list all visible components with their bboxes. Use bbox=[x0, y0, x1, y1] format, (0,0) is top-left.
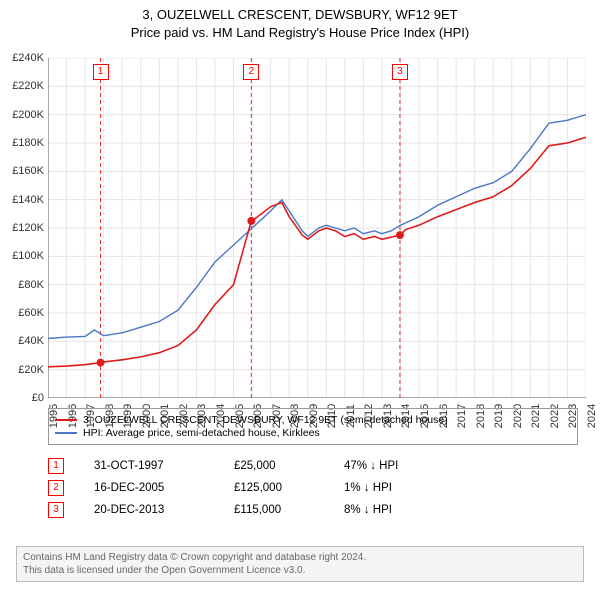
y-tick-label: £100K bbox=[12, 250, 44, 262]
y-tick-label: £220K bbox=[12, 80, 44, 92]
tx-price: £25,000 bbox=[234, 460, 314, 472]
tx-date: 16-DEC-2005 bbox=[94, 482, 204, 494]
legend-label: HPI: Average price, semi-detached house,… bbox=[83, 427, 320, 439]
title-line-2: Price paid vs. HM Land Registry's House … bbox=[0, 24, 600, 42]
table-row: 3 20-DEC-2013 £115,000 8% ↓ HPI bbox=[48, 502, 578, 518]
tx-hpi: 47% ↓ HPI bbox=[344, 460, 434, 472]
y-tick-label: £200K bbox=[12, 109, 44, 121]
y-tick-label: £120K bbox=[12, 222, 44, 234]
legend-swatch bbox=[55, 432, 77, 434]
footer-line-1: Contains HM Land Registry data © Crown c… bbox=[23, 551, 577, 564]
page: 3, OUZELWELL CRESCENT, DEWSBURY, WF12 9E… bbox=[0, 0, 600, 590]
legend-swatch bbox=[55, 419, 77, 421]
tx-date: 20-DEC-2013 bbox=[94, 504, 204, 516]
sale-marker-icon: 3 bbox=[48, 502, 64, 518]
chart: £0£20K£40K£60K£80K£100K£120K£140K£160K£1… bbox=[48, 58, 586, 398]
tx-hpi: 1% ↓ HPI bbox=[344, 482, 434, 494]
y-tick-label: £40K bbox=[18, 335, 44, 347]
sale-marker-icon: 3 bbox=[392, 64, 408, 80]
title-line-1: 3, OUZELWELL CRESCENT, DEWSBURY, WF12 9E… bbox=[0, 6, 600, 24]
tx-price: £115,000 bbox=[234, 504, 314, 516]
x-tick-label: 2024 bbox=[586, 404, 598, 428]
chart-svg bbox=[48, 58, 586, 398]
legend: 3, OUZELWELL CRESCENT, DEWSBURY, WF12 9E… bbox=[48, 408, 578, 445]
table-row: 2 16-DEC-2005 £125,000 1% ↓ HPI bbox=[48, 480, 578, 496]
footer-line-2: This data is licensed under the Open Gov… bbox=[23, 564, 577, 577]
sale-marker-icon: 2 bbox=[48, 480, 64, 496]
sale-marker-icon: 1 bbox=[48, 458, 64, 474]
tx-date: 31-OCT-1997 bbox=[94, 460, 204, 472]
table-row: 1 31-OCT-1997 £25,000 47% ↓ HPI bbox=[48, 458, 578, 474]
chart-title: 3, OUZELWELL CRESCENT, DEWSBURY, WF12 9E… bbox=[0, 0, 600, 41]
legend-row: 3, OUZELWELL CRESCENT, DEWSBURY, WF12 9E… bbox=[55, 414, 571, 426]
tx-price: £125,000 bbox=[234, 482, 314, 494]
y-tick-label: £60K bbox=[18, 307, 44, 319]
attribution-footer: Contains HM Land Registry data © Crown c… bbox=[16, 546, 584, 582]
y-tick-label: £80K bbox=[18, 279, 44, 291]
tx-hpi: 8% ↓ HPI bbox=[344, 504, 434, 516]
legend-row: HPI: Average price, semi-detached house,… bbox=[55, 427, 571, 439]
sale-marker-icon: 1 bbox=[93, 64, 109, 80]
y-tick-label: £0 bbox=[32, 392, 44, 404]
y-tick-label: £180K bbox=[12, 137, 44, 149]
y-tick-label: £240K bbox=[12, 52, 44, 64]
y-tick-label: £160K bbox=[12, 165, 44, 177]
y-tick-label: £140K bbox=[12, 194, 44, 206]
legend-label: 3, OUZELWELL CRESCENT, DEWSBURY, WF12 9E… bbox=[83, 414, 448, 426]
y-tick-label: £20K bbox=[18, 364, 44, 376]
transactions-table: 1 31-OCT-1997 £25,000 47% ↓ HPI 2 16-DEC… bbox=[48, 452, 578, 524]
sale-marker-icon: 2 bbox=[243, 64, 259, 80]
